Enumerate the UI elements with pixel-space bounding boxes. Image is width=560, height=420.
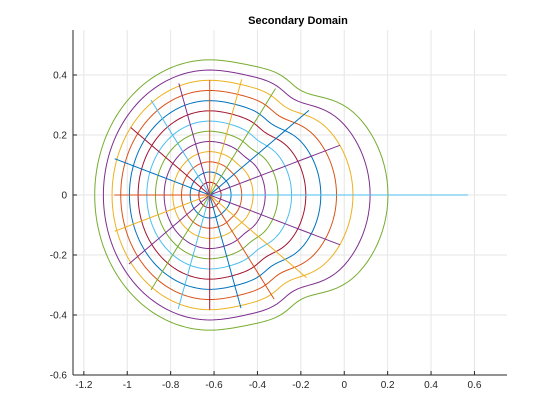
ray-line bbox=[209, 144, 341, 196]
grid-layer bbox=[73, 30, 507, 376]
ray-line bbox=[209, 109, 310, 196]
chart-title: Secondary Domain bbox=[248, 15, 348, 27]
ray-line bbox=[209, 194, 275, 300]
x-tick-label: -0.2 bbox=[292, 380, 310, 391]
ray-line bbox=[114, 158, 210, 196]
x-tick-label: -0.6 bbox=[205, 380, 223, 391]
x-tick-label: 0.4 bbox=[424, 380, 438, 391]
y-tick-label: -0.4 bbox=[50, 311, 68, 322]
y-tick-label: -0.2 bbox=[50, 251, 68, 262]
y-tick-label: 0.4 bbox=[53, 71, 67, 82]
ray-line bbox=[209, 194, 341, 246]
ray-line bbox=[209, 79, 243, 196]
ray-line bbox=[150, 99, 211, 196]
ray-line bbox=[130, 127, 211, 196]
ray-line bbox=[209, 194, 307, 278]
x-tick-label: -1.2 bbox=[75, 380, 93, 391]
x-tick-label: -0.8 bbox=[162, 380, 180, 391]
x-tick-label: 0.2 bbox=[381, 380, 395, 391]
x-tick-label: -0.4 bbox=[249, 380, 267, 391]
ray-line bbox=[209, 194, 242, 309]
ray-line bbox=[177, 194, 211, 310]
ray-line bbox=[128, 194, 211, 265]
y-tick-label: 0 bbox=[61, 191, 67, 202]
x-tick-label: 0.6 bbox=[467, 380, 481, 391]
series-layer bbox=[94, 59, 468, 331]
ray-line bbox=[178, 83, 211, 196]
axes-layer: -1.2 -1 -0.8 -0.6 -0.4 -0.2 0 0.2 0.4 0.6 0.4 0.2 0 -… bbox=[50, 30, 507, 391]
ray-line bbox=[114, 194, 210, 232]
y-tick-label: 0.2 bbox=[53, 131, 67, 142]
x-tick-label: -1 bbox=[123, 380, 132, 391]
ray-line bbox=[150, 194, 211, 291]
y-tick-label: -0.6 bbox=[50, 371, 68, 382]
x-tick-label: 0 bbox=[341, 380, 347, 391]
ray-line bbox=[209, 88, 276, 196]
